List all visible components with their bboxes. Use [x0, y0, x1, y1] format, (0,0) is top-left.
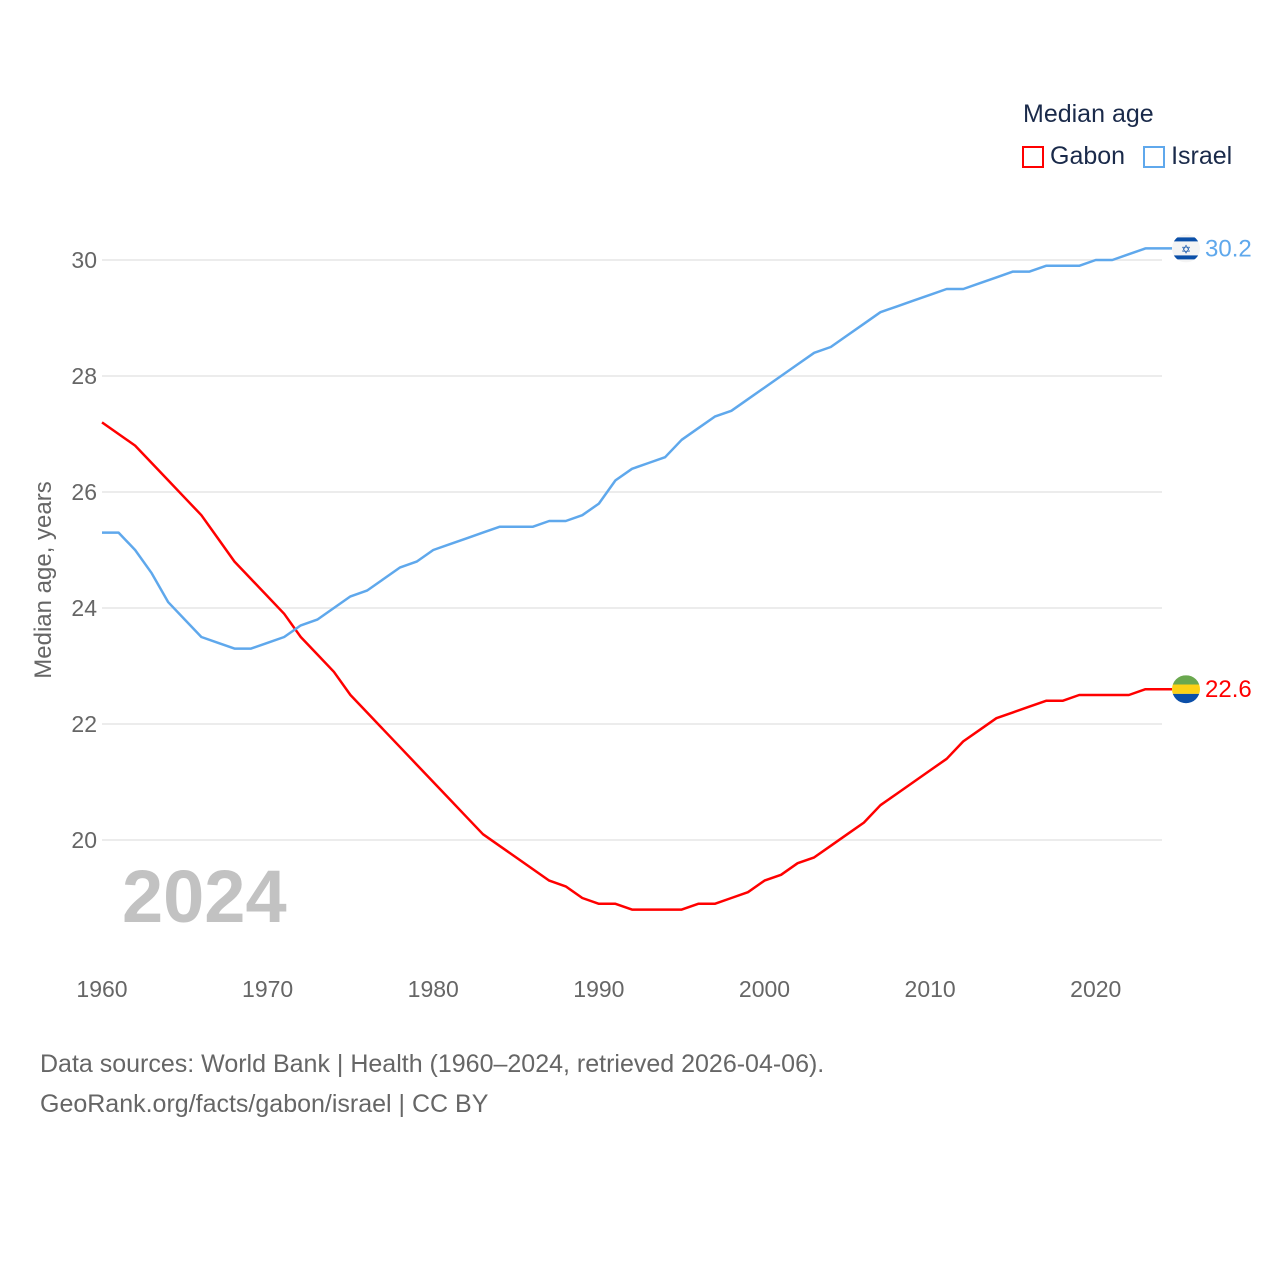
attribution-link[interactable]: GeoRank.org/facts/gabon/israel | CC BY: [40, 1090, 489, 1118]
footer: Data sources: World Bank | Health (1960–…: [40, 1044, 824, 1124]
series-lines: 22.6 ✡ 30.2: [101, 234, 1252, 911]
x-tick-labels: 1960 1970 1980 1990 2000 2010 2020: [76, 976, 1121, 1002]
legend-item-gabon[interactable]: Gabon: [1022, 142, 1125, 171]
legend-item-israel[interactable]: Israel: [1143, 142, 1232, 171]
legend-label-israel: Israel: [1171, 142, 1233, 170]
svg-text:✡: ✡: [1181, 242, 1191, 256]
data-sources: Data sources: World Bank | Health (1960–…: [40, 1050, 825, 1078]
israel-flag-icon: ✡: [1172, 234, 1200, 263]
x-tick-1960: 1960: [76, 976, 127, 1002]
legend-label-gabon: Gabon: [1050, 142, 1126, 170]
x-tick-2020: 2020: [1070, 976, 1121, 1002]
legend-title: Median age: [1023, 100, 1154, 128]
x-tick-2000: 2000: [739, 976, 790, 1002]
y-tick-labels: 20 22 24 26 28 30: [71, 247, 97, 853]
y-tick-20: 20: [71, 827, 97, 853]
series-line-gabon: [101, 421, 1172, 911]
x-tick-1990: 1990: [573, 976, 624, 1002]
y-tick-24: 24: [71, 595, 97, 621]
y-tick-22: 22: [71, 711, 97, 737]
end-label-gabon: 22.6: [1205, 676, 1252, 703]
y-tick-26: 26: [71, 479, 97, 505]
legend: Gabon Israel: [1022, 142, 1232, 171]
legend-swatch-gabon: [1022, 145, 1044, 168]
gabon-flag-icon: [1172, 675, 1200, 704]
year-watermark: 2024: [122, 855, 287, 938]
legend-swatch-israel: [1143, 145, 1166, 168]
y-tick-30: 30: [71, 247, 97, 273]
series-line-israel: [102, 247, 1172, 650]
x-tick-2010: 2010: [905, 976, 956, 1002]
y-axis-label: Median age, years: [30, 481, 57, 678]
grid-lines: [102, 259, 1162, 841]
y-tick-28: 28: [71, 363, 97, 389]
x-tick-1970: 1970: [242, 976, 293, 1002]
x-tick-1980: 1980: [408, 976, 459, 1002]
end-label-israel: 30.2: [1205, 235, 1252, 262]
